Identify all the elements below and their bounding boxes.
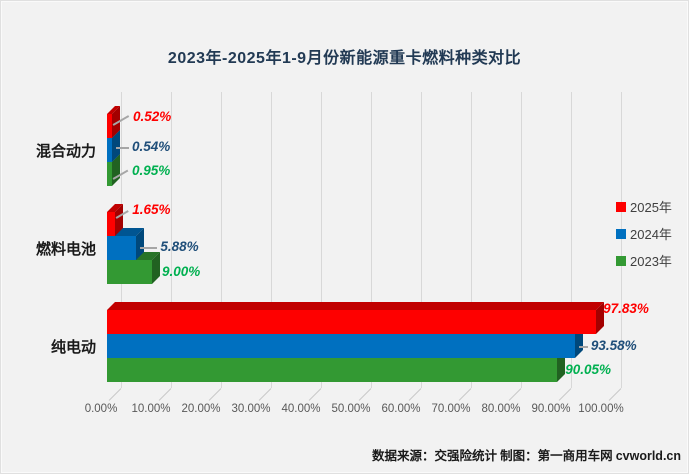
x-tick-label: 0.00% — [84, 403, 118, 415]
gridline — [171, 92, 172, 388]
axis-tick-connector — [158, 388, 172, 401]
value-label: 90.05% — [565, 362, 612, 377]
gridline — [371, 92, 372, 388]
x-tick-label: 80.00% — [481, 403, 521, 415]
legend-item-2024: 2024年 — [616, 225, 672, 242]
gridline — [571, 92, 572, 388]
x-tick-label: 60.00% — [381, 403, 421, 415]
axis-tick-connector — [108, 388, 122, 401]
category-label: 混合动力 — [35, 144, 96, 160]
legend-swatch-2023 — [616, 255, 626, 266]
x-tick-label: 20.00% — [181, 403, 221, 415]
legend-swatch-2024 — [616, 228, 626, 239]
bar-cat1-2023年 — [107, 252, 160, 284]
leader-line — [578, 346, 588, 348]
value-label: 97.83% — [603, 301, 649, 316]
legend-item-2025: 2025年 — [616, 198, 672, 215]
bar-cat1-2025年 — [107, 204, 124, 236]
leader-line — [116, 147, 129, 149]
legend-swatch-2025 — [616, 201, 626, 212]
chart-title: 2023年-2025年1-9月份新能源重卡燃料种类对比 — [167, 50, 522, 67]
legend-label-2023: 2023年 — [630, 254, 672, 269]
bar-cat0-2023年 — [107, 154, 120, 186]
gridline — [621, 92, 622, 388]
value-label: 9.00% — [162, 264, 201, 279]
legend-label-2024: 2024年 — [630, 227, 672, 242]
bar-top-face — [107, 302, 605, 310]
value-label: 0.52% — [133, 109, 172, 124]
legend: 2025年 2024年 2023年 — [616, 198, 672, 279]
value-label: 0.54% — [132, 139, 171, 154]
value-label: 1.65% — [132, 202, 171, 217]
bar-cat1-2024年 — [107, 228, 145, 260]
gridline — [271, 92, 272, 388]
category-label: 燃料电池 — [35, 242, 96, 258]
leader-line — [140, 247, 158, 249]
x-tick-label: 100.00% — [578, 403, 624, 415]
gridline — [221, 92, 222, 388]
x-tick-label: 90.00% — [531, 403, 571, 415]
x-tick-label: 10.00% — [131, 403, 171, 415]
gridline — [321, 92, 322, 388]
bar-cat2-2025年 — [107, 302, 605, 334]
category-label: 纯电动 — [50, 340, 96, 356]
bar-cat0-2024年 — [107, 130, 120, 162]
source-text: 数据来源：交强险统计 制图：第一商用车网 — [371, 449, 613, 463]
bar-cat2-2024年 — [107, 326, 583, 358]
axis-tick-connector — [408, 388, 422, 401]
gridline — [471, 92, 472, 388]
axis-tick-connector — [358, 388, 372, 401]
value-label: 0.95% — [132, 163, 171, 178]
bar-cat0-2025年 — [107, 106, 120, 138]
source-caption: 数据来源：交强险统计 制图：第一商用车网 cvworld.cn — [21, 445, 681, 464]
value-label: 93.58% — [590, 338, 637, 353]
axis-tick-connector — [258, 388, 272, 401]
x-tick-label: 50.00% — [331, 403, 371, 415]
gridline — [521, 92, 522, 388]
axis-tick-connector — [508, 388, 522, 401]
axis-tick-connector — [208, 388, 222, 401]
bar-cat2-2023年 — [107, 350, 566, 382]
x-tick-label: 30.00% — [231, 403, 271, 415]
gridline — [421, 92, 422, 388]
source-site: cvworld.cn — [615, 449, 681, 463]
axis-tick-connector — [308, 388, 322, 401]
axis-tick-connector — [458, 388, 472, 401]
x-tick-label: 70.00% — [431, 403, 471, 415]
legend-label-2025: 2025年 — [630, 200, 672, 215]
value-label: 5.88% — [160, 239, 199, 254]
axis-tick-connector — [608, 388, 622, 401]
x-tick-label: 40.00% — [281, 403, 321, 415]
axis-tick-connector — [558, 388, 572, 401]
legend-item-2023: 2023年 — [616, 252, 672, 269]
